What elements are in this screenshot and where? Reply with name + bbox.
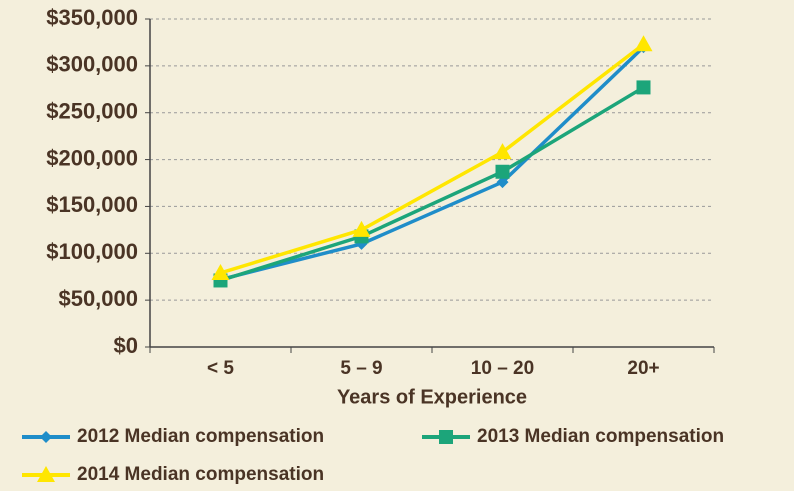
y-tick-label: $350,000 xyxy=(46,5,138,30)
x-tick-label: < 5 xyxy=(207,358,234,379)
legend-label: 2012 Median compensation xyxy=(77,426,324,447)
marker xyxy=(634,35,653,52)
y-tick-label: $0 xyxy=(114,333,138,358)
x-tick-label: 20+ xyxy=(627,358,659,379)
y-tick-label: $50,000 xyxy=(58,286,138,311)
x-tick-label: 5 – 9 xyxy=(340,358,382,379)
legend-label: 2014 Median compensation xyxy=(77,464,324,485)
marker xyxy=(495,164,510,179)
marker xyxy=(40,431,52,443)
y-tick-label: $100,000 xyxy=(46,239,138,264)
legend-label: 2013 Median compensation xyxy=(477,426,724,447)
y-tick-label: $150,000 xyxy=(46,192,138,217)
marker xyxy=(496,176,509,189)
y-tick-label: $200,000 xyxy=(46,145,138,170)
marker xyxy=(352,220,371,237)
x-axis-title: Years of Experience xyxy=(337,386,527,408)
marker xyxy=(636,80,651,95)
series-line xyxy=(220,45,645,282)
marker xyxy=(211,263,230,280)
marker xyxy=(37,466,55,482)
x-tick-label: 10 – 20 xyxy=(471,358,534,379)
marker xyxy=(493,143,512,160)
y-tick-label: $300,000 xyxy=(46,52,138,77)
y-tick-label: $250,000 xyxy=(46,99,138,124)
series-line xyxy=(219,42,645,275)
marker xyxy=(439,430,453,444)
series-line xyxy=(219,85,645,283)
